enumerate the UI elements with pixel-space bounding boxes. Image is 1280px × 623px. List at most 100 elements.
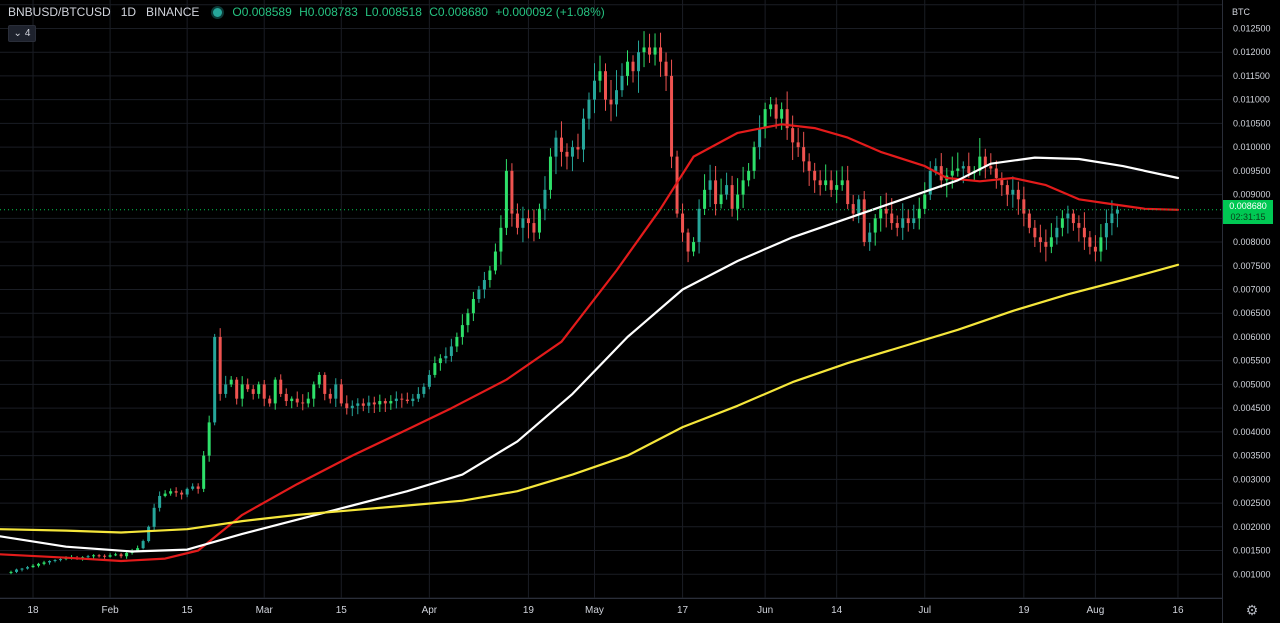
candle-body [108, 555, 112, 557]
candle-body [840, 180, 844, 186]
interval-label[interactable]: 1D [120, 5, 137, 19]
y-tick-label: 0.002000 [1233, 522, 1271, 532]
candle-body [961, 166, 965, 169]
candle-body [796, 142, 800, 148]
candle-body [725, 185, 729, 195]
candle-body [1044, 242, 1048, 247]
candle-body [284, 393, 288, 402]
candle-body [763, 109, 767, 129]
candle-body [675, 156, 679, 214]
candle-body [510, 170, 514, 214]
candle-body [978, 156, 982, 171]
y-tick-label: 0.007500 [1233, 261, 1271, 271]
candle-body [1082, 227, 1086, 238]
candle-body [1104, 223, 1108, 238]
candle-body [367, 402, 371, 406]
candle-body [901, 218, 905, 228]
candle-body [163, 493, 167, 496]
candles [9, 31, 1119, 575]
candle-body [879, 208, 883, 219]
x-tick-label: 14 [831, 605, 843, 616]
candle-body [334, 384, 338, 399]
candle-body [499, 227, 503, 252]
candle-body [416, 393, 420, 399]
candle-body [1115, 209, 1119, 214]
exchange-label: BINANCE [146, 5, 200, 19]
candle-body [207, 422, 211, 456]
candle-body [488, 270, 492, 281]
candle-body [741, 180, 745, 195]
candle-body [15, 569, 19, 572]
candle-body [774, 104, 778, 119]
candle-body [906, 218, 910, 224]
candle-body [653, 47, 657, 55]
candle-body [697, 208, 701, 243]
candle-body [202, 455, 206, 489]
change-value: +0.000092 (+1.08%) [495, 5, 605, 19]
y-tick-label: 0.012500 [1233, 23, 1271, 33]
moving-average-line-yellow [0, 263, 1180, 534]
candle-body [312, 384, 316, 399]
gear-icon[interactable]: ⚙ [1245, 602, 1259, 618]
candle-body [785, 109, 789, 129]
candle-body [1049, 237, 1053, 247]
candle-body [460, 325, 464, 337]
x-tick-label: 16 [1172, 605, 1184, 616]
candle-body [515, 213, 519, 228]
y-tick-label: 0.004000 [1233, 427, 1271, 437]
candle-body [526, 218, 530, 224]
candle-body [692, 242, 696, 252]
candle-body [598, 71, 602, 81]
candle-body [934, 166, 938, 171]
y-tick-label: 0.011000 [1233, 95, 1270, 105]
candle-body [1005, 185, 1009, 195]
y-tick-label: 0.009000 [1233, 190, 1271, 200]
candle-body [273, 379, 277, 404]
candle-body [9, 571, 13, 573]
candle-body [356, 403, 360, 406]
candle-body [433, 363, 437, 375]
indicators-toggle-button[interactable]: ⌄ 4 [8, 25, 36, 42]
x-tick-label: 19 [523, 605, 535, 616]
candle-body [37, 563, 41, 566]
x-tick-label: Aug [1086, 605, 1104, 616]
candle-body [824, 180, 828, 186]
candle-body [422, 386, 426, 394]
candle-body [686, 232, 690, 252]
candle-body [912, 218, 916, 224]
candle-body [152, 507, 156, 527]
high-value: H0.008783 [299, 5, 358, 19]
candle-body [565, 151, 569, 157]
candle-body [670, 75, 674, 157]
candle-body [185, 488, 189, 495]
candle-body [103, 555, 107, 557]
candle-body [857, 199, 861, 214]
current-price-value: 0.008680 [1229, 201, 1267, 211]
candle-body [642, 47, 646, 53]
candle-body [240, 384, 244, 399]
candle-body [1000, 177, 1004, 186]
candle-body [956, 168, 960, 171]
open-value: O0.008589 [232, 5, 292, 19]
y-tick-label: 0.010000 [1233, 142, 1271, 152]
candle-body [1060, 218, 1064, 228]
candle-body [158, 495, 162, 508]
candle-body [224, 384, 228, 394]
symbol-name[interactable]: BNBUSD/BTCUSD [8, 5, 111, 19]
candle-body [719, 194, 723, 205]
candle-body [862, 199, 866, 243]
candle-body [174, 491, 178, 493]
y-tick-label: 0.005000 [1233, 379, 1271, 389]
candle-body [389, 401, 393, 404]
moving-average-line-red [0, 123, 1180, 563]
candle-body [631, 61, 635, 72]
candle-body [989, 166, 993, 169]
candle-body [251, 389, 255, 394]
x-tick-label: 18 [27, 605, 39, 616]
indicator-count: 4 [24, 28, 31, 39]
candle-body [818, 180, 822, 186]
y-tick-label: 0.010500 [1233, 118, 1271, 128]
candle-body [86, 556, 90, 558]
candle-body [890, 213, 894, 224]
